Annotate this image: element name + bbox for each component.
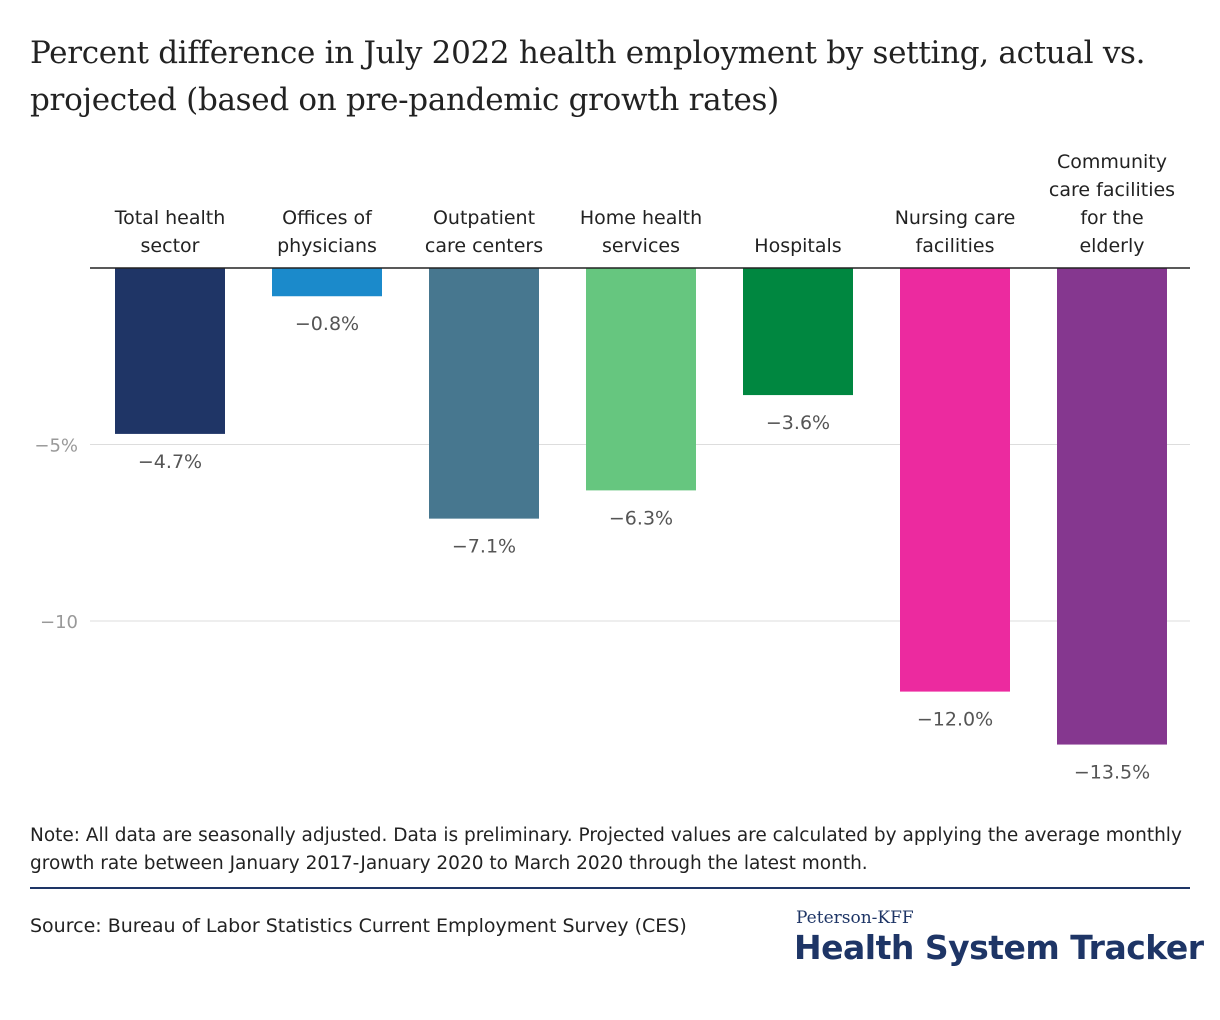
category-label: care centers (425, 235, 543, 257)
bar-3 (429, 268, 539, 519)
chart-title: Percent difference in July 2022 health e… (30, 35, 1146, 118)
data-label: −12.0% (917, 709, 993, 731)
y-tick-label: −5% (34, 436, 78, 457)
data-label: −3.6% (766, 412, 830, 434)
bar-5 (743, 268, 853, 396)
category-label: services (602, 235, 680, 257)
y-tick-label: −10 (40, 612, 78, 633)
bar-6 (900, 268, 1010, 692)
data-label: −13.5% (1074, 762, 1150, 784)
data-label: −7.1% (452, 536, 516, 558)
category-label: Community (1057, 151, 1167, 173)
bar-2 (272, 268, 382, 297)
category-label: Total health (114, 207, 226, 229)
data-label: −4.7% (138, 451, 202, 473)
category-label: Home health (580, 207, 702, 229)
category-label: Outpatient (433, 207, 535, 229)
logo-peterson-kff: Peterson-KFF (796, 908, 914, 928)
bar-1 (115, 268, 225, 434)
logo-health-system-tracker: Health System Tracker (794, 928, 1204, 967)
bar-7 (1057, 268, 1167, 745)
category-label: Offices of (282, 207, 373, 229)
source-text: Source: Bureau of Labor Statistics Curre… (30, 915, 687, 937)
category-label: sector (141, 235, 200, 257)
category-label: physicians (277, 235, 377, 257)
divider (30, 887, 1190, 889)
data-label: −0.8% (295, 313, 359, 335)
bar-4 (586, 268, 696, 491)
chart-note: Note: All data are seasonally adjusted. … (30, 825, 1182, 874)
category-label: care facilities (1049, 179, 1175, 201)
category-label: for the (1080, 207, 1143, 229)
category-label: Hospitals (754, 235, 841, 257)
data-label: −6.3% (609, 507, 673, 529)
category-label: Nursing care (895, 207, 1016, 229)
category-label: elderly (1079, 235, 1144, 257)
category-label: facilities (916, 235, 995, 257)
